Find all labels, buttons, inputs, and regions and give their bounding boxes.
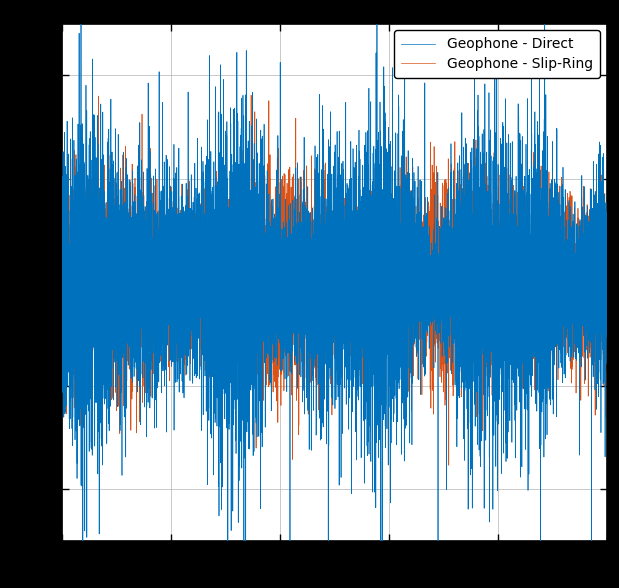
Line: Geophone - Direct: Geophone - Direct [62, 0, 607, 588]
Geophone - Slip-Ring [165, 220, 172, 227]
Geophone - Direct [61, 399, 68, 406]
Geophone - Slip-Ring [61, 305, 68, 312]
Geophone - Slip-Ring [248, 92, 255, 99]
Geophone - Direct [81, 202, 89, 209]
Geophone - Slip-Ring [80, 243, 88, 250]
Legend: Geophone - Direct, Geophone - Slip-Ring: Geophone - Direct, Geophone - Slip-Ring [394, 31, 600, 78]
Geophone - Direct [91, 303, 98, 310]
Geophone - Direct [574, 238, 581, 245]
Geophone - Slip-Ring [324, 292, 332, 299]
Geophone - Direct [324, 223, 332, 230]
Geophone - Slip-Ring [58, 200, 66, 207]
Geophone - Slip-Ring [91, 253, 98, 260]
Geophone - Direct [165, 232, 173, 239]
Geophone - Slip-Ring [603, 260, 610, 267]
Geophone - Direct [603, 360, 610, 367]
Geophone - Slip-Ring [445, 462, 452, 469]
Geophone - Slip-Ring [574, 260, 581, 268]
Geophone - Direct [58, 173, 66, 181]
Line: Geophone - Slip-Ring: Geophone - Slip-Ring [62, 95, 607, 465]
